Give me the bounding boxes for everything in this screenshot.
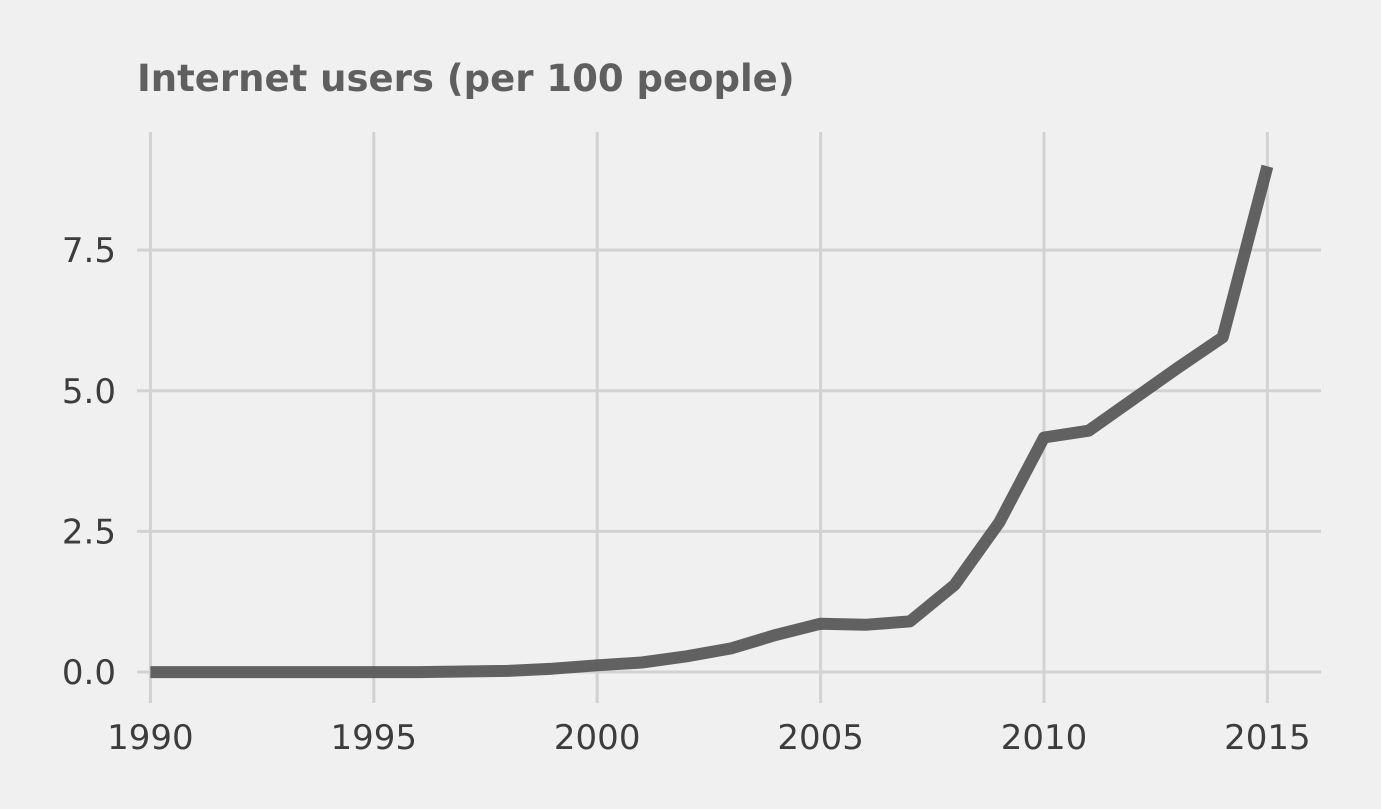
y-axis-tick-labels: 0.0 2.5 5.0 7.5 <box>62 231 116 693</box>
y-tick-label: 0.0 <box>62 653 116 693</box>
y-tick-label: 2.5 <box>62 512 116 552</box>
x-tick-label: 2000 <box>554 718 641 758</box>
x-axis-tick-labels: 1990 1995 2000 2005 2010 2015 <box>107 718 1311 758</box>
series-layer <box>150 164 1274 679</box>
x-tick-label: 1990 <box>107 718 194 758</box>
y-tick-label: 5.0 <box>62 372 116 412</box>
x-tick-label: 2005 <box>777 718 864 758</box>
series-line <box>150 164 1274 679</box>
chart-title: Internet users (per 100 people) <box>137 57 795 100</box>
x-tick-label: 1995 <box>331 718 418 758</box>
x-tick-label: 2015 <box>1224 718 1311 758</box>
y-tick-label: 7.5 <box>62 231 116 271</box>
x-tick-label: 2010 <box>1001 718 1088 758</box>
